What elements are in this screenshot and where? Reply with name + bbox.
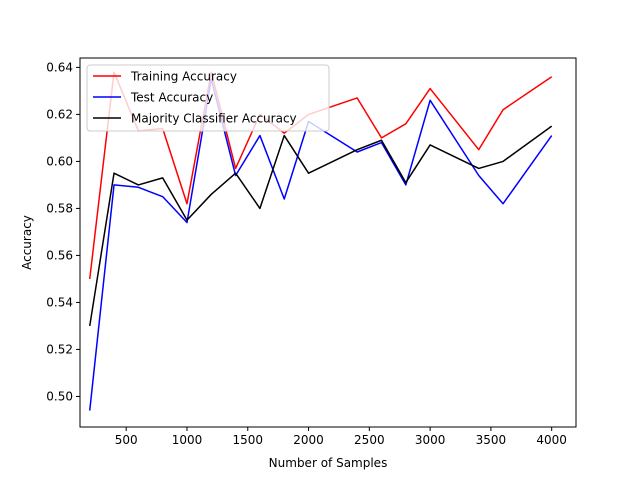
y-tick-label: 0.54 bbox=[46, 295, 73, 309]
x-tick-label: 3000 bbox=[415, 433, 446, 447]
legend-box bbox=[86, 64, 330, 132]
x-tick-label: 4000 bbox=[536, 433, 567, 447]
legend-label-1: Test Accuracy bbox=[130, 91, 213, 105]
axes-layer: 500 1000 1500 2000 2500 3000 3500 4000 0.50 0.52 0… bbox=[46, 57, 577, 447]
y-tick-label: 0.58 bbox=[46, 201, 73, 215]
x-axis-label: Number of Samples bbox=[269, 456, 388, 470]
y-tick-label: 0.60 bbox=[46, 154, 73, 168]
x-tick-label: 1000 bbox=[172, 433, 203, 447]
x-tick-label: 2500 bbox=[354, 433, 385, 447]
legend-label-0: Training Accuracy bbox=[130, 70, 237, 84]
x-tick-label: 3500 bbox=[476, 433, 507, 447]
series-line-1 bbox=[88, 78, 553, 411]
y-tick-label: 0.50 bbox=[46, 389, 73, 403]
x-tick-label: 2000 bbox=[293, 433, 324, 447]
legend: Training Accuracy Test Accuracy Majority C… bbox=[86, 64, 330, 132]
axes-frame bbox=[79, 57, 577, 428]
y-tick-label: 0.56 bbox=[46, 248, 73, 262]
y-tick-label: 0.62 bbox=[46, 107, 73, 121]
series-line-2 bbox=[88, 125, 553, 327]
legend-label-2: Majority Classifier Accuracy bbox=[131, 112, 297, 126]
y-axis-label: Accuracy bbox=[20, 215, 34, 270]
x-tick-label: 1500 bbox=[232, 433, 263, 447]
y-tick-label: 0.52 bbox=[46, 342, 73, 356]
y-tick-label: 0.64 bbox=[46, 60, 73, 74]
x-tick-label: 500 bbox=[115, 433, 138, 447]
